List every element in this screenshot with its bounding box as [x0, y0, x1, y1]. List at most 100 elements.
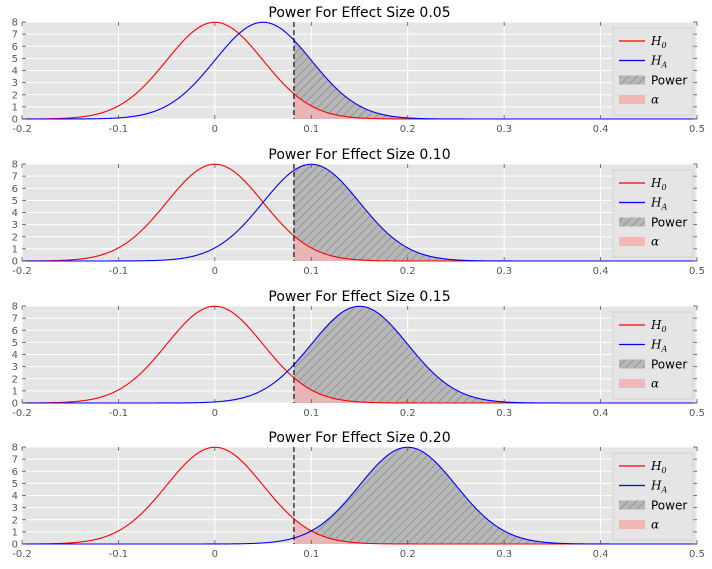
- y-tick-label: 2: [12, 374, 18, 385]
- y-tick-label: 4: [12, 66, 18, 77]
- alpha-area: [293, 235, 697, 261]
- legend-handle-hatch: [619, 359, 645, 369]
- y-tick-label: 5: [12, 54, 18, 65]
- y-tick-label: 6: [12, 184, 18, 195]
- y-tick-label: 7: [12, 30, 18, 41]
- legend-label-subscript: A: [660, 203, 667, 212]
- legend-label-subscript: A: [660, 61, 667, 70]
- x-tick-label: -0.2: [12, 266, 32, 277]
- alpha-area: [293, 377, 697, 403]
- x-tick-label: 0.5: [689, 408, 705, 419]
- legend-handle-hatch: [619, 75, 645, 85]
- x-tick-label: 0: [212, 549, 218, 560]
- y-tick-label: 1: [12, 102, 18, 113]
- y-tick-label: 8: [12, 160, 18, 171]
- y-tick-label: 1: [12, 244, 18, 255]
- x-tick-label: 0.2: [400, 549, 416, 560]
- y-tick-label: 0: [12, 257, 18, 268]
- x-tick-label: 0: [212, 266, 218, 277]
- x-tick-label: 0.1: [303, 408, 319, 419]
- y-tick-label: 8: [12, 443, 18, 454]
- chart-title: Power For Effect Size 0.10: [268, 147, 450, 163]
- legend-handle-fill: [619, 237, 645, 246]
- y-tick-label: 2: [12, 515, 18, 526]
- legend-handle-hatch: [619, 217, 645, 227]
- x-tick-label: 0: [212, 124, 218, 135]
- y-tick-label: 4: [12, 350, 18, 361]
- legend-label: Power: [651, 216, 687, 230]
- y-tick-label: 0: [12, 399, 18, 410]
- legend-handle-fill: [619, 520, 645, 529]
- y-tick-label: 3: [12, 220, 18, 231]
- x-tick-label: -0.1: [109, 549, 129, 560]
- x-tick-label: 0.1: [303, 549, 319, 560]
- legend-label: α: [651, 377, 659, 391]
- x-tick-label: 0.2: [400, 266, 416, 277]
- legend-label-subscript: 0: [661, 325, 666, 334]
- x-tick-label: 0.1: [303, 266, 319, 277]
- y-tick-label: 5: [12, 479, 18, 490]
- y-tick-label: 8: [12, 302, 18, 313]
- legend-label-subscript: 0: [661, 183, 666, 192]
- legend-label: α: [651, 518, 659, 532]
- x-tick-label: 0.4: [593, 266, 609, 277]
- x-tick-label: 0.3: [496, 266, 512, 277]
- legend-label-subscript: 0: [661, 466, 666, 475]
- power-area: [293, 40, 697, 119]
- legend-handle-hatch: [619, 500, 645, 510]
- x-tick-label: -0.2: [12, 408, 32, 419]
- y-tick-label: 1: [12, 527, 18, 538]
- x-tick-label: 0.4: [593, 549, 609, 560]
- y-tick-label: 8: [12, 18, 18, 29]
- x-tick-label: -0.2: [12, 124, 32, 135]
- x-tick-label: -0.2: [12, 549, 32, 560]
- legend-label: Power: [651, 358, 687, 372]
- y-tick-label: 6: [12, 42, 18, 53]
- power-area: [293, 306, 697, 403]
- x-tick-label: 0.3: [496, 124, 512, 135]
- x-tick-label: 0.2: [400, 408, 416, 419]
- x-tick-label: 0.4: [593, 408, 609, 419]
- y-tick-label: 3: [12, 78, 18, 89]
- alternative-hypothesis-curve: [22, 446, 697, 545]
- y-tick-label: 7: [12, 172, 18, 183]
- x-tick-label: 0.3: [496, 549, 512, 560]
- chart-title: Power For Effect Size 0.05: [268, 5, 450, 21]
- chart-title: Power For Effect Size 0.20: [268, 430, 450, 446]
- x-tick-label: -0.1: [109, 266, 129, 277]
- y-tick-label: 0: [12, 540, 18, 551]
- legend-label-subscript: 0: [661, 41, 666, 50]
- power-area: [293, 447, 697, 544]
- alternative-hypothesis-curve: [22, 305, 697, 404]
- alternative-hypothesis-curve: [22, 21, 697, 120]
- alpha-area: [293, 93, 697, 119]
- x-tick-label: 0.4: [593, 124, 609, 135]
- legend-label: Power: [651, 499, 687, 513]
- legend-handle-fill: [619, 379, 645, 388]
- y-tick-label: 5: [12, 196, 18, 207]
- legend-handle-fill: [619, 95, 645, 104]
- legend-label: α: [651, 235, 659, 249]
- y-tick-label: 3: [12, 503, 18, 514]
- x-tick-label: -0.1: [109, 124, 129, 135]
- x-tick-label: 0.2: [400, 124, 416, 135]
- y-tick-label: 6: [12, 467, 18, 478]
- x-tick-label: 0.1: [303, 124, 319, 135]
- x-tick-label: -0.1: [109, 408, 129, 419]
- x-tick-label: 0.5: [689, 124, 705, 135]
- legend-label: α: [651, 93, 659, 107]
- y-tick-label: 2: [12, 90, 18, 101]
- y-tick-label: 1: [12, 386, 18, 397]
- legend-label-subscript: A: [660, 486, 667, 495]
- y-tick-label: 4: [12, 491, 18, 502]
- y-tick-label: 4: [12, 208, 18, 219]
- y-tick-label: 3: [12, 362, 18, 373]
- alpha-area: [293, 518, 697, 544]
- legend-label-subscript: A: [660, 345, 667, 354]
